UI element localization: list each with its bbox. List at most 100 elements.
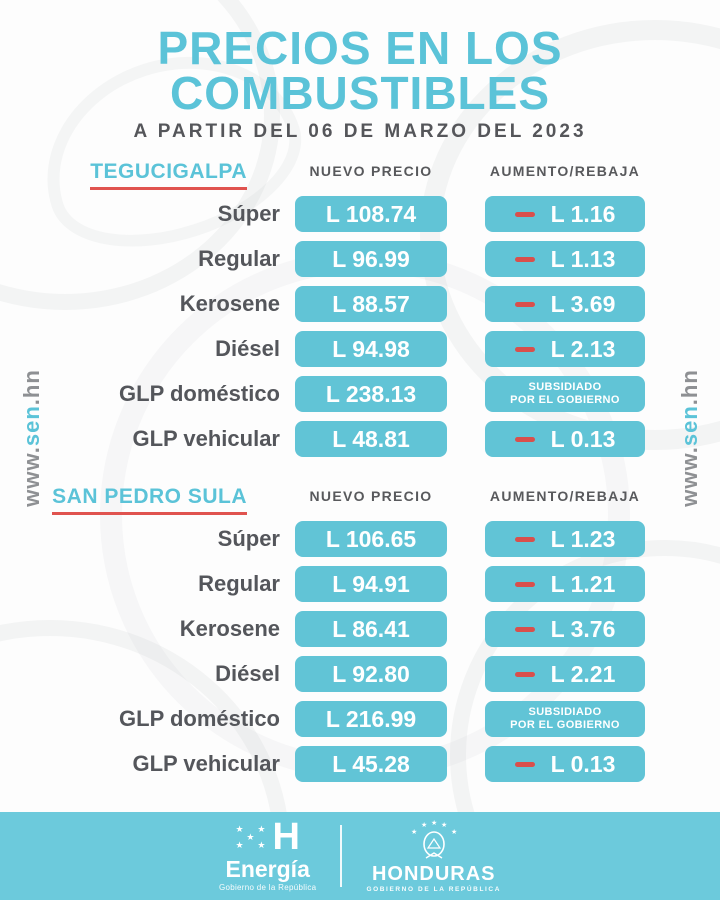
svg-text:★: ★	[441, 821, 447, 829]
fuel-row: GLP vehicular L 45.28 L 0.13	[0, 746, 720, 782]
price-value: L 96.99	[332, 245, 410, 272]
change-value: L 2.13	[550, 335, 616, 362]
price-value: L 45.28	[332, 750, 410, 777]
change-value: L 3.76	[550, 615, 616, 642]
energia-logo: ★ ★ ★ ★ ★ H Energía Gobierno de la Repúbli…	[218, 816, 317, 892]
change-pill: L 3.69	[485, 286, 645, 322]
change-pill: L 1.21	[485, 566, 645, 602]
fuel-label: Diésel	[215, 336, 280, 361]
star-icon: ★	[257, 840, 266, 850]
fuel-row: Kerosene L 88.57 L 3.69	[0, 286, 720, 322]
change-pill: L 0.13	[485, 746, 645, 782]
fuel-label: GLP doméstico	[119, 706, 280, 731]
subsidy-line1: SUBSIDIADO	[528, 381, 602, 394]
change-value: L 1.16	[550, 200, 616, 227]
star-row: ★	[235, 832, 265, 842]
energia-tagline: Gobierno de la República	[218, 883, 317, 892]
fuel-label: GLP vehicular	[132, 426, 280, 451]
column-header-new-price: NUEVO PRECIO	[309, 488, 433, 504]
fuel-row: Regular L 96.99 L 1.13	[0, 241, 720, 277]
honduras-tagline: GOBIERNO DE LA REPÚBLICA	[366, 885, 502, 893]
price-value: L 92.80	[332, 660, 410, 687]
subsidy-pill: SUBSIDIADO POR EL GOBIERNO	[485, 376, 645, 412]
price-pill: L 96.99	[295, 241, 447, 277]
change-pill: L 1.16	[485, 196, 645, 232]
fuel-label: Súper	[217, 526, 280, 551]
price-value: L 94.98	[332, 335, 410, 362]
fuel-row: Súper L 106.65 L 1.23	[0, 521, 720, 557]
fuel-label: GLP vehicular	[132, 751, 280, 776]
change-value: L 2.21	[550, 660, 616, 687]
column-header-change: AUMENTO/REBAJA	[489, 488, 641, 504]
watermark-hn: .hn	[19, 369, 44, 406]
price-value: L 86.41	[332, 615, 410, 642]
effective-date-subtitle: A PARTIR DEL 06 DE MARZO DEL 2023	[133, 121, 587, 142]
price-value: L 108.74	[325, 200, 417, 227]
energia-wordmark: Energía	[225, 856, 310, 882]
section-san-pedro-sula: SAN PEDRO SULA NUEVO PRECIO AUMENTO/REBA…	[0, 485, 720, 791]
fuel-row: GLP doméstico L 238.13 SUBSIDIADO POR EL…	[0, 376, 720, 412]
svg-text:★: ★	[421, 821, 427, 829]
price-value: L 48.81	[332, 425, 410, 452]
price-pill: L 92.80	[295, 656, 447, 692]
watermark-sen: sen	[677, 405, 702, 447]
section-header: SAN PEDRO SULA NUEVO PRECIO AUMENTO/REBA…	[0, 485, 720, 515]
price-pill: L 45.28	[295, 746, 447, 782]
website-watermark-left: www.sen.hn	[19, 328, 45, 548]
change-value: L 0.13	[550, 425, 616, 452]
star-icon: ★	[257, 824, 266, 834]
title-line1: PRECIOS EN LOS	[157, 22, 563, 74]
minus-icon	[514, 211, 535, 217]
minus-icon	[514, 301, 535, 307]
subsidy-line2: POR EL GOBIERNO	[510, 719, 620, 731]
watermark-www: www.	[677, 446, 702, 507]
change-value: L 0.13	[550, 750, 616, 777]
price-value: L 238.13	[325, 380, 417, 407]
minus-icon	[514, 436, 535, 442]
city-name: SAN PEDRO SULA	[52, 485, 247, 515]
change-value: L 3.69	[550, 290, 616, 317]
page-title: PRECIOS EN LOS COMBUSTIBLES	[0, 22, 720, 120]
energia-h-letter: H	[272, 816, 300, 858]
fuel-label: Kerosene	[179, 291, 280, 316]
change-value: L 1.13	[550, 245, 616, 272]
section-tegucigalpa: TEGUCIGALPA NUEVO PRECIO AUMENTO/REBAJA …	[0, 160, 720, 466]
column-header-new-price: NUEVO PRECIO	[309, 163, 433, 179]
change-pill: L 0.13	[485, 421, 645, 457]
fuel-row: Diésel L 94.98 L 2.13	[0, 331, 720, 367]
change-pill: L 3.76	[485, 611, 645, 647]
fuel-row: Kerosene L 86.41 L 3.76	[0, 611, 720, 647]
fuel-label: Diésel	[215, 661, 280, 686]
footer-bar: ★ ★ ★ ★ ★ H Energía Gobierno de la Repúbli…	[0, 812, 720, 900]
change-pill: L 1.13	[485, 241, 645, 277]
change-pill: L 1.23	[485, 521, 645, 557]
city-column: TEGUCIGALPA	[0, 160, 247, 190]
fuel-row: GLP vehicular L 48.81 L 0.13	[0, 421, 720, 457]
title-line2: COMBUSTIBLES	[170, 67, 550, 120]
fuel-row: Diésel L 92.80 L 2.21	[0, 656, 720, 692]
change-pill: L 2.13	[485, 331, 645, 367]
honduras-wordmark: HONDURAS	[371, 862, 496, 885]
price-value: L 216.99	[325, 705, 417, 732]
minus-icon	[514, 626, 535, 632]
fuel-label: Regular	[198, 571, 280, 596]
star-icon: ★	[246, 832, 255, 842]
svg-text:★: ★	[451, 828, 457, 836]
fuel-label: Regular	[198, 246, 280, 271]
city-column: SAN PEDRO SULA	[0, 485, 247, 515]
honduras-logo: ★ ★ ★ ★ ★ HONDURAS GOBIERNO DE LA REPÚBL…	[366, 820, 501, 893]
city-name: TEGUCIGALPA	[90, 160, 247, 190]
watermark-hn: .hn	[677, 369, 702, 406]
subsidy-line2: POR EL GOBIERNO	[510, 394, 620, 406]
energia-logo-mark: ★ ★ ★ ★ ★ H	[235, 816, 300, 858]
minus-icon	[514, 671, 535, 677]
minus-icon	[514, 256, 535, 262]
price-pill: L 86.41	[295, 611, 447, 647]
website-watermark-right: www.sen.hn	[677, 328, 703, 548]
subsidy-line1: SUBSIDIADO	[528, 706, 602, 719]
minus-icon	[514, 581, 535, 587]
watermark-sen: sen	[19, 405, 44, 447]
minus-icon	[514, 346, 535, 352]
honduras-coat-of-arms-icon: ★ ★ ★ ★ ★	[411, 820, 457, 859]
